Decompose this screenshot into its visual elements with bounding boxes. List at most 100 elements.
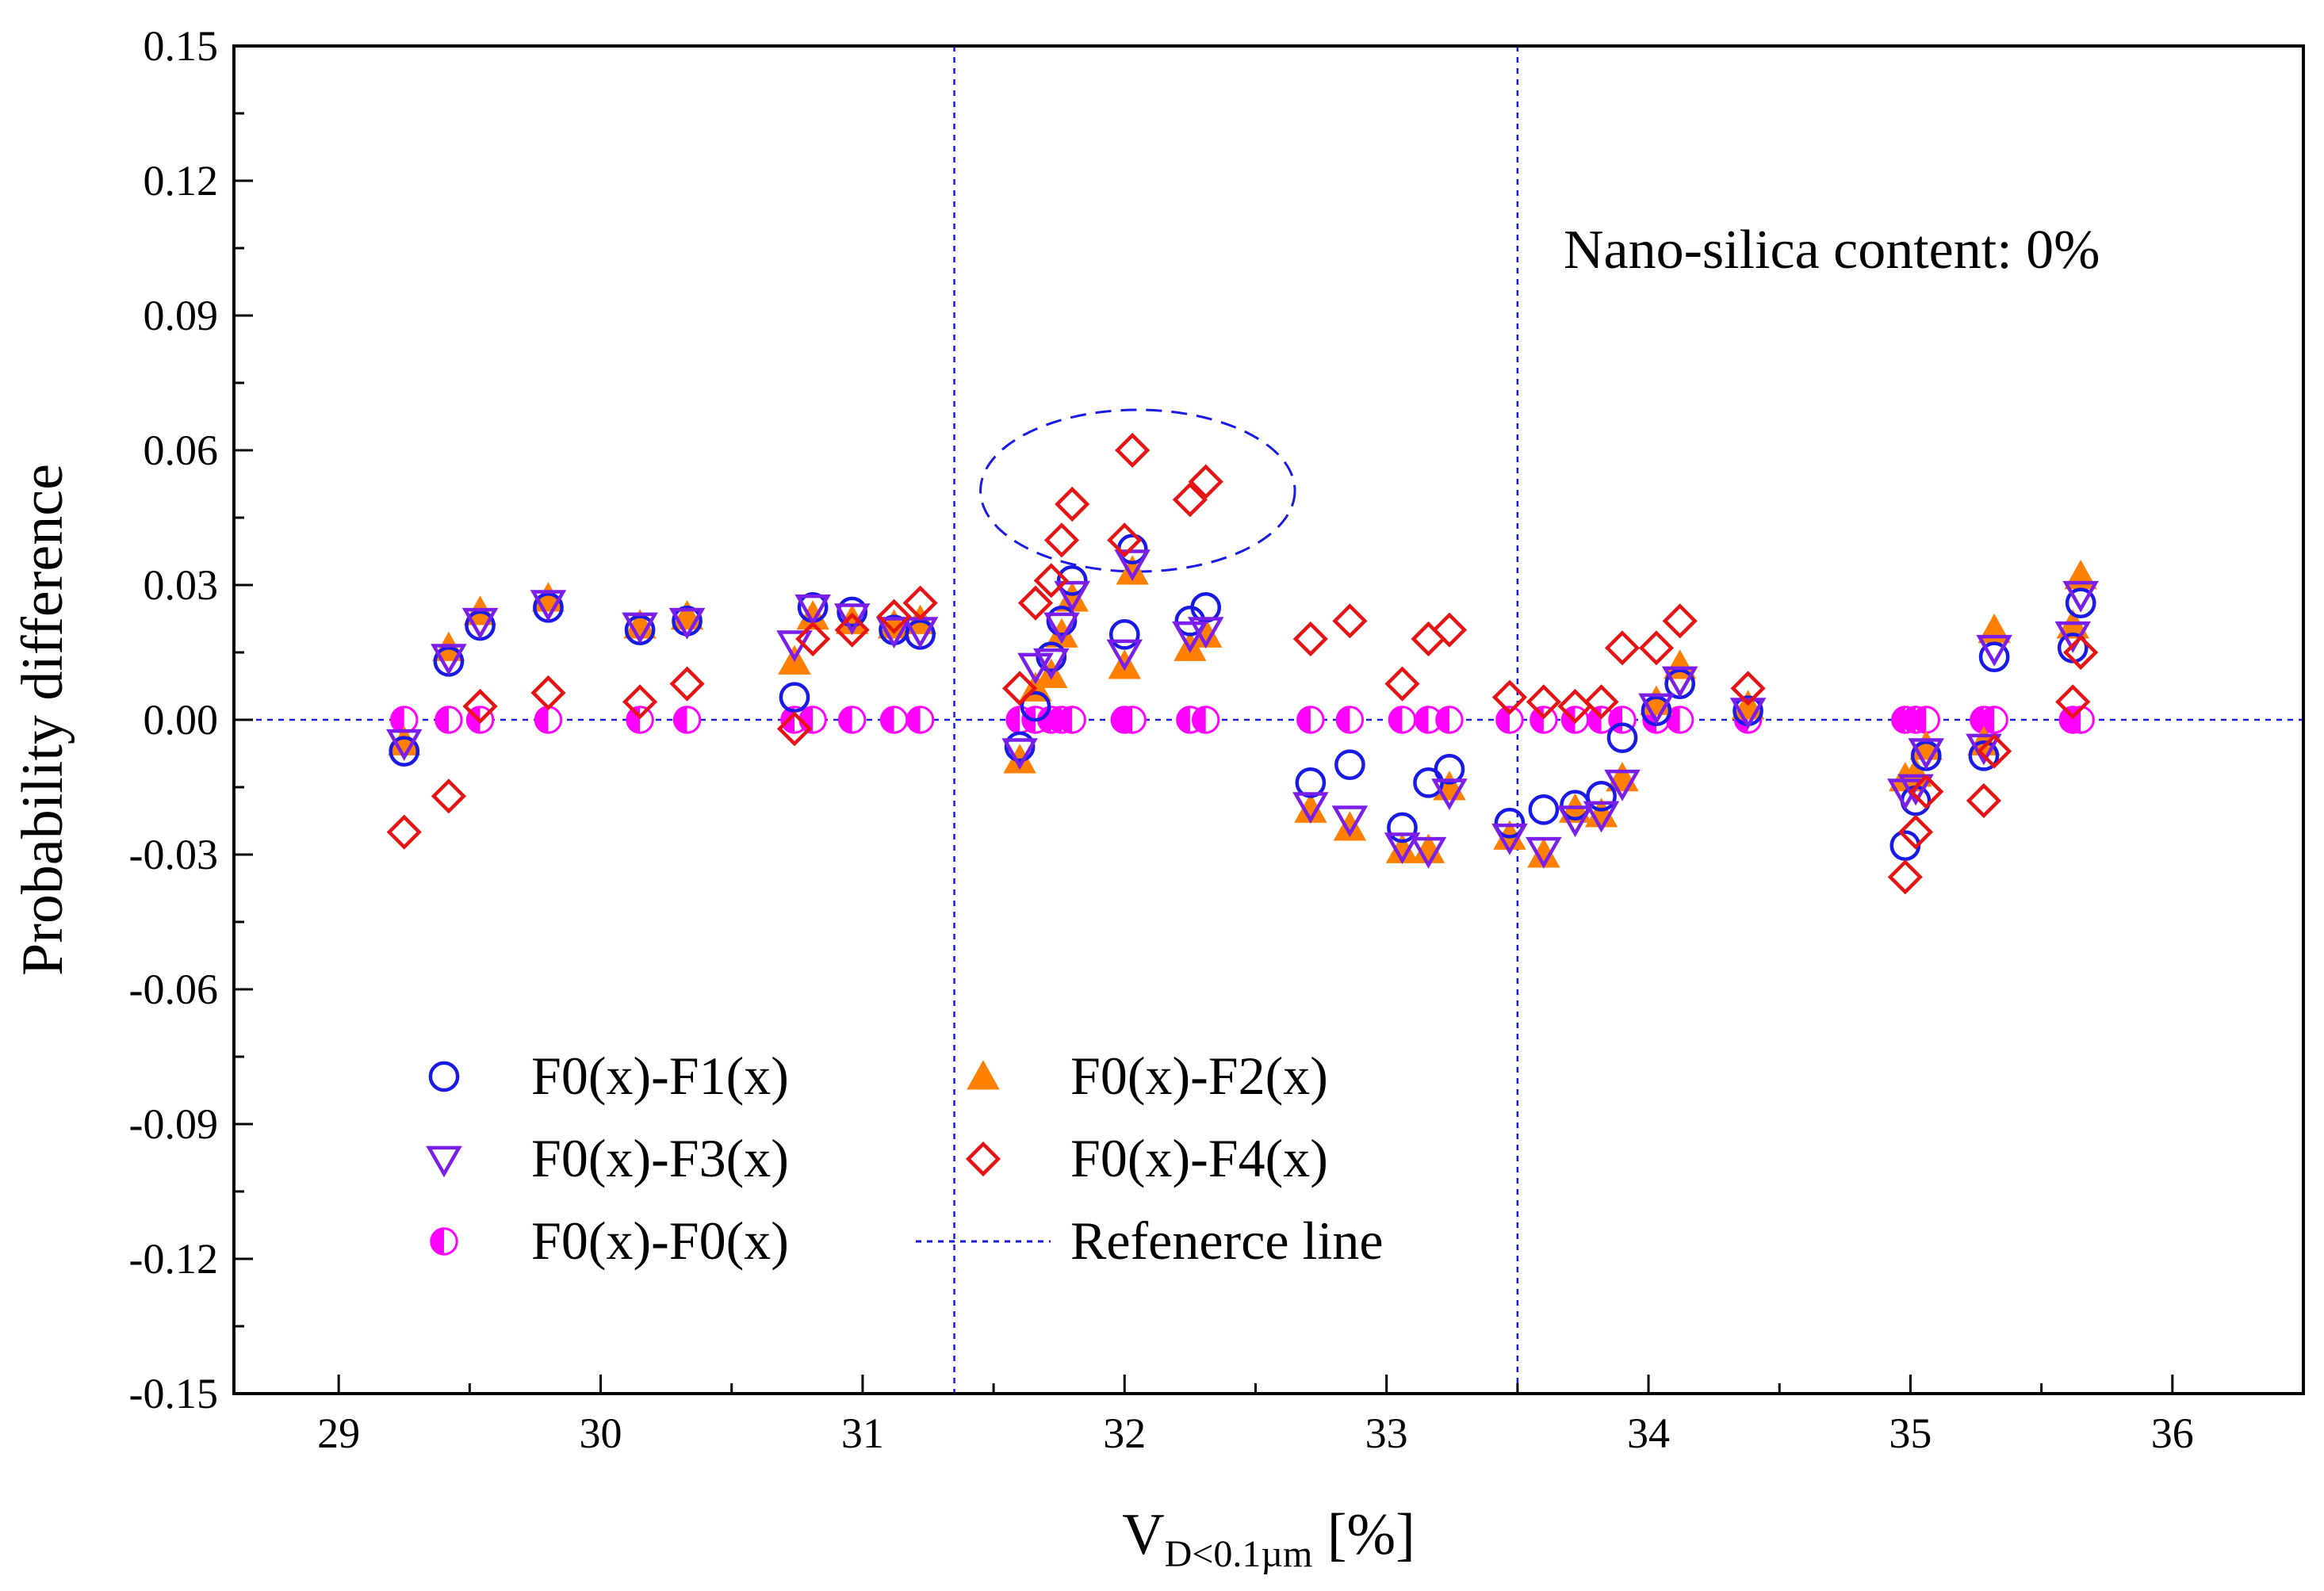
point-circle-40 (2065, 587, 2096, 619)
point-triangle-down-4 (530, 590, 567, 622)
point-half-circle-2 (435, 706, 463, 734)
point-circle-30 (1606, 722, 1638, 754)
point-circle-23 (1387, 812, 1418, 843)
y-tick-label: -0.15 (129, 1370, 218, 1417)
y-tick-label: 0.09 (144, 292, 219, 339)
point-half-circle-4-fill (535, 706, 549, 733)
legend-label: F0(x)-F3(x) (531, 1128, 789, 1188)
y-tick-label: 0.03 (144, 561, 219, 609)
point-half-circle-10 (879, 706, 909, 734)
x-tick-label: 32 (1103, 1409, 1146, 1457)
point-half-circle-20 (1192, 706, 1220, 734)
point-circle-14 (1036, 641, 1067, 673)
point-diamond-7 (776, 711, 813, 747)
point-half-circle-20-fill (1193, 706, 1206, 733)
point-triangle-down-30 (1604, 769, 1641, 801)
point-triangle-down-8 (794, 594, 831, 626)
point-triangle-down-28 (1556, 805, 1594, 838)
data-points (385, 432, 2099, 895)
point-diamond-22 (1332, 603, 1368, 639)
point-triangle-down-21 (1292, 792, 1329, 824)
point-circle-21 (1295, 767, 1327, 798)
point-diamond-29 (1583, 684, 1619, 720)
x-tick-label: 35 (1889, 1409, 1932, 1457)
point-triangle-up-5 (623, 609, 657, 639)
point-circle-25 (1434, 753, 1465, 785)
point-diamond-40 (2063, 634, 2099, 671)
point-diamond-18 (1115, 432, 1151, 469)
point-diamond-4 (530, 675, 566, 711)
point-diamond-20 (1188, 464, 1223, 499)
x-axis-label: VD<0.1µm [%] (1122, 1502, 1415, 1575)
series-F0(x)-F3(x) (385, 549, 2099, 869)
point-triangle-down-32 (1661, 666, 1698, 698)
point-diamond-11 (902, 585, 938, 621)
point-half-circle-36 (1912, 706, 1940, 734)
point-circle-38 (1978, 641, 2010, 673)
point-triangle-down-16 (1054, 580, 1090, 613)
point-triangle-down-13 (1017, 652, 1054, 685)
legend-label: F0(x)-F0(x) (531, 1210, 789, 1271)
point-half-circle-5 (626, 706, 654, 734)
point-triangle-up-29 (1584, 797, 1618, 828)
point-diamond-39 (2055, 684, 2091, 720)
point-half-circle-12-fill (1006, 706, 1020, 733)
point-triangle-down-10 (875, 617, 913, 649)
point-triangle-down-26 (1491, 823, 1528, 855)
point-diamond-32 (1662, 603, 1698, 639)
point-triangle-up-24 (1411, 833, 1445, 863)
point-triangle-down-1 (385, 729, 423, 761)
point-triangle-down-37 (1966, 733, 2002, 766)
point-circle-27 (1528, 794, 1560, 825)
legend-entry-3: F0(x)-F3(x) (426, 1128, 789, 1188)
point-circle-26 (1494, 807, 1526, 839)
point-triangle-down-38 (1976, 634, 2012, 667)
point-half-circle-19-fill (1177, 706, 1190, 733)
point-half-circle-22-fill (1337, 706, 1350, 733)
legend-entry-6: Refenerce line (916, 1210, 1384, 1271)
point-half-circle-23-fill (1389, 706, 1403, 733)
y-tick-label: 0.06 (144, 426, 219, 474)
point-half-circle-36-fill (1913, 706, 1927, 733)
y-tick-label: 0.00 (144, 696, 219, 744)
point-half-circle-9-fill (839, 706, 852, 733)
point-half-circle-6 (672, 706, 702, 734)
point-diamond-26 (1491, 679, 1528, 715)
point-diamond-25 (1431, 612, 1468, 648)
y-tick-label: -0.12 (129, 1235, 218, 1283)
x-axis: 29 30 31 32 33 34 35 36 (317, 1375, 2305, 1457)
point-triangle-down-22 (1331, 805, 1369, 838)
point-triangle-down-3 (461, 607, 499, 640)
point-half-circle-11 (905, 706, 935, 734)
legend-marker-half-circle (430, 1227, 458, 1256)
point-diamond-9 (834, 612, 870, 648)
legend-marker-diamond (965, 1141, 1001, 1177)
legend-marker-half-circle-fill (431, 1228, 444, 1255)
point-triangle-up-9 (835, 604, 869, 634)
point-half-circle-1-fill (391, 706, 404, 733)
legend-entry-2: F0(x)-F2(x) (967, 1046, 1328, 1106)
point-half-circle-38 (1980, 706, 2008, 734)
point-circle-24 (1413, 767, 1444, 798)
point-triangle-down-14 (1033, 648, 1070, 680)
point-circle-9 (837, 596, 868, 628)
point-half-circle-1 (390, 706, 419, 734)
point-half-circle-35-fill (1902, 706, 1916, 733)
x-tick-label: 30 (580, 1409, 622, 1457)
point-circle-13 (1020, 690, 1051, 722)
point-circle-22 (1334, 749, 1365, 781)
point-half-circle-10-fill (881, 706, 894, 733)
legend-marker-triangle-down (426, 1145, 462, 1178)
point-diamond-6 (669, 666, 705, 702)
x-tick-label: 36 (2151, 1409, 2194, 1457)
point-diamond-30 (1604, 630, 1641, 666)
reference-lines (234, 46, 2303, 1394)
y-tick-label: -0.03 (129, 831, 218, 878)
point-half-circle-16 (1058, 706, 1086, 734)
point-half-circle-8 (798, 706, 827, 734)
point-half-circle-21 (1296, 706, 1325, 734)
point-diamond-17 (1107, 522, 1143, 558)
point-diamond-8 (795, 621, 831, 657)
point-half-circle-11-fill (907, 706, 921, 733)
point-triangle-down-2 (431, 644, 467, 676)
